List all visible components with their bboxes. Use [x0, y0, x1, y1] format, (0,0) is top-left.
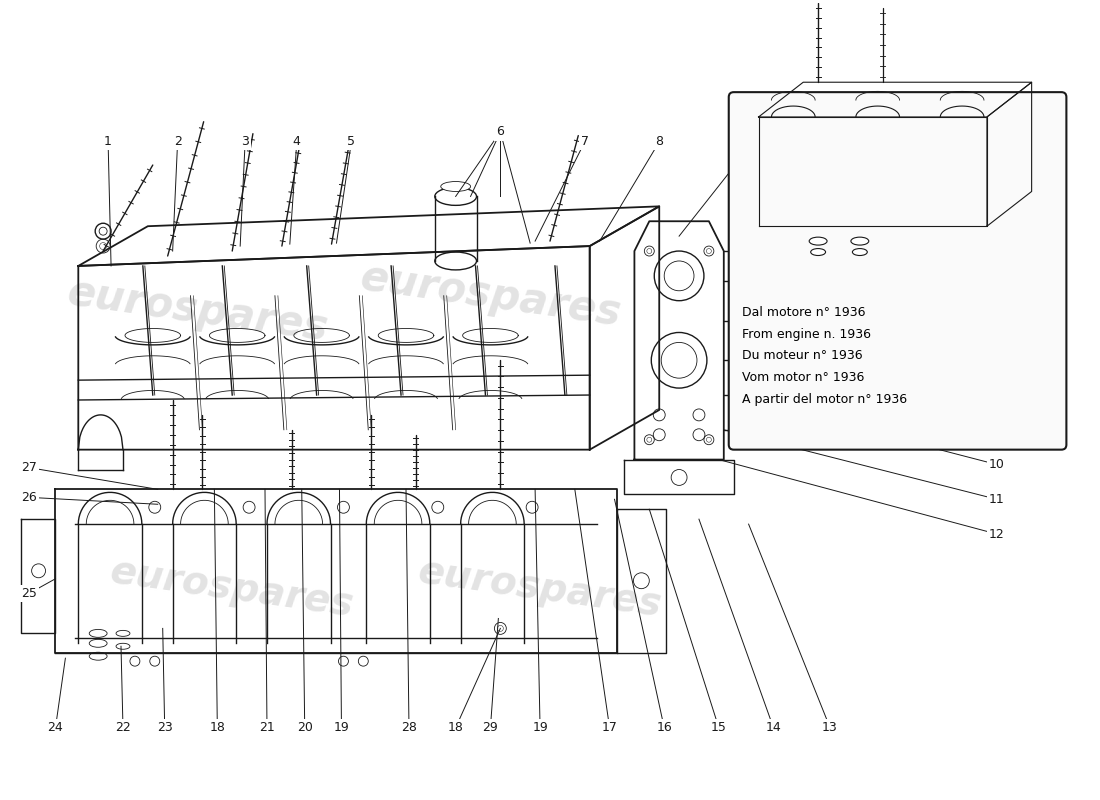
Text: 19: 19 [333, 722, 350, 734]
Text: 25: 25 [21, 587, 36, 600]
Text: From engine n. 1936: From engine n. 1936 [741, 327, 871, 341]
Ellipse shape [441, 182, 471, 191]
Text: 6: 6 [496, 126, 504, 138]
Ellipse shape [89, 630, 107, 638]
Ellipse shape [811, 249, 826, 255]
Text: 15: 15 [711, 722, 727, 734]
Ellipse shape [851, 237, 869, 245]
Text: A partir del motor n° 1936: A partir del motor n° 1936 [741, 393, 906, 406]
Ellipse shape [89, 639, 107, 647]
Ellipse shape [810, 237, 827, 245]
Text: 9: 9 [749, 135, 758, 148]
Text: 22: 22 [116, 722, 131, 734]
Text: 20: 20 [297, 722, 312, 734]
Text: 21: 21 [260, 722, 275, 734]
Text: 11: 11 [989, 383, 1004, 397]
Ellipse shape [434, 252, 476, 270]
Ellipse shape [89, 652, 107, 660]
Text: 5: 5 [348, 135, 355, 148]
Text: 2: 2 [174, 135, 182, 148]
Text: 10: 10 [830, 135, 846, 148]
Text: 16: 16 [657, 722, 672, 734]
Ellipse shape [116, 643, 130, 650]
Text: 14: 14 [766, 722, 781, 734]
Text: 12: 12 [989, 527, 1004, 541]
Text: 10: 10 [989, 458, 1004, 471]
Text: eurospares: eurospares [416, 553, 664, 625]
Text: 27: 27 [21, 461, 36, 474]
Text: Vom motor n° 1936: Vom motor n° 1936 [741, 371, 864, 384]
Text: 28: 28 [402, 722, 417, 734]
Text: eurospares: eurospares [108, 553, 356, 625]
Text: 4: 4 [293, 135, 300, 148]
Text: 26: 26 [21, 491, 36, 504]
Text: 17: 17 [602, 722, 617, 734]
Text: 3: 3 [241, 135, 249, 148]
Text: 30: 30 [1022, 170, 1037, 183]
Text: Dal motore n° 1936: Dal motore n° 1936 [741, 306, 866, 318]
Ellipse shape [434, 187, 476, 206]
Text: 29: 29 [483, 722, 498, 734]
Text: eurospares: eurospares [64, 271, 331, 350]
Text: 24: 24 [47, 722, 64, 734]
Text: 8: 8 [656, 135, 663, 148]
Text: 7: 7 [581, 135, 589, 148]
Text: eurospares: eurospares [358, 257, 624, 335]
Text: 13: 13 [822, 722, 838, 734]
Text: 12: 12 [989, 423, 1004, 436]
Text: 1: 1 [104, 135, 112, 148]
Ellipse shape [116, 630, 130, 636]
Text: 19: 19 [532, 722, 548, 734]
Text: Du moteur n° 1936: Du moteur n° 1936 [741, 350, 862, 362]
Text: 31: 31 [1022, 250, 1037, 262]
Ellipse shape [852, 249, 867, 255]
FancyBboxPatch shape [728, 92, 1066, 450]
Text: 18: 18 [209, 722, 226, 734]
Text: 11: 11 [989, 493, 1004, 506]
Text: 18: 18 [448, 722, 463, 734]
Text: 23: 23 [157, 722, 173, 734]
